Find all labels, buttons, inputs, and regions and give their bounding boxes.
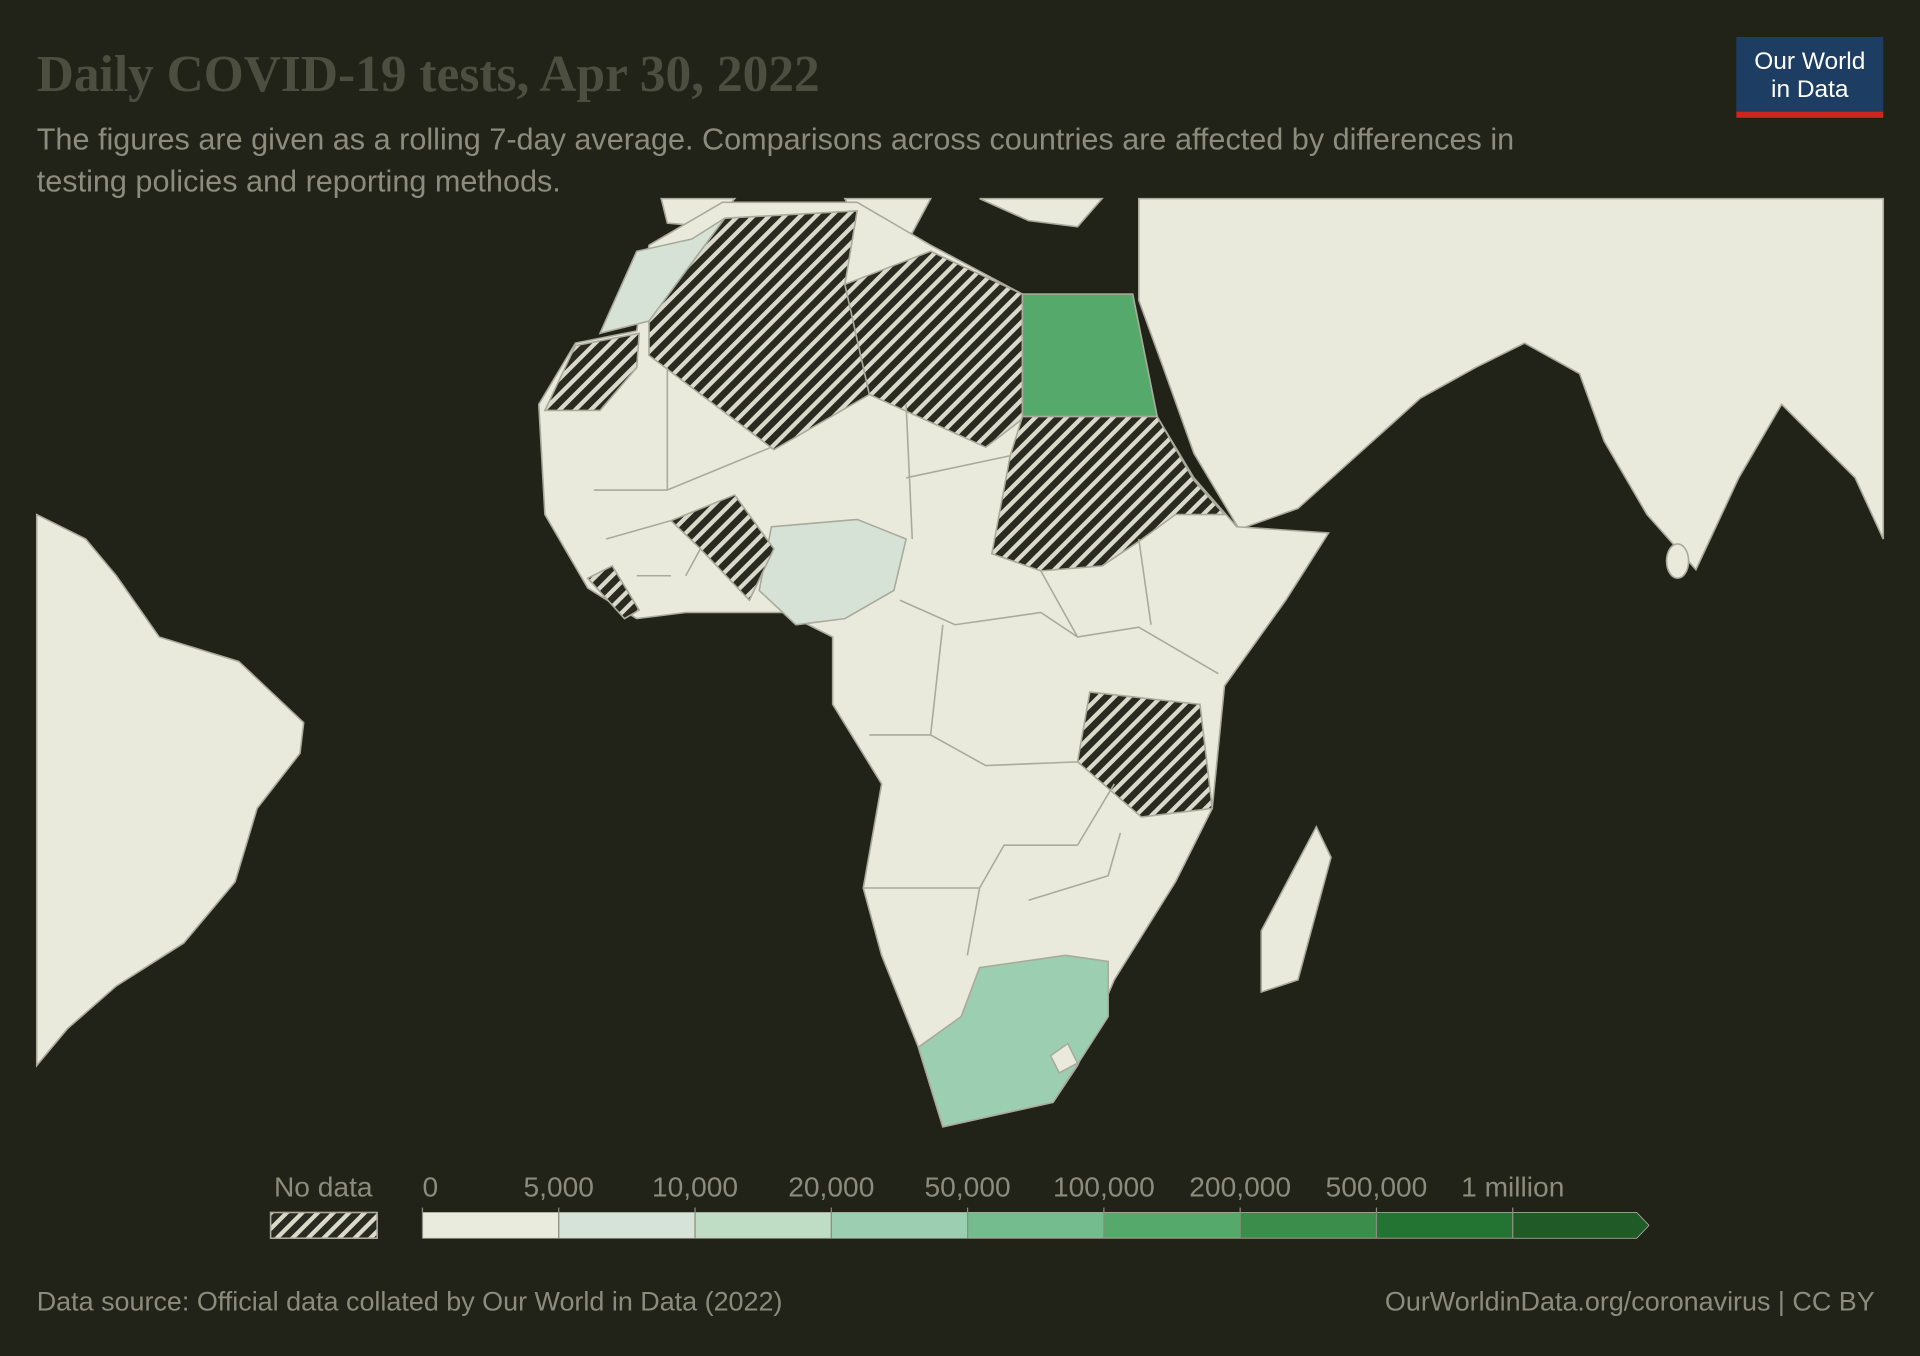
madagascar [1260,825,1332,994]
tanzania [1076,691,1214,818]
title: Daily COVID-19 tests, Apr 30, 2022 [37,46,820,103]
no-data-swatch [269,1211,378,1239]
logo-bar [1736,111,1884,118]
liberia [586,564,641,620]
subtitle: The figures are given as a rolling 7-day… [37,123,1514,157]
legend-tick-label: 200,000 [1189,1172,1291,1203]
legend-swatch [558,1212,696,1239]
subtitle: testing policies and reporting methods. [37,164,561,198]
lesotho [1049,1042,1079,1074]
sri-lanka [1665,543,1690,580]
legend-tick-label: 1 million [1461,1172,1564,1203]
no-data-label: No data [274,1172,373,1203]
legend-swatch [1103,1212,1241,1239]
legend-tick-label: 10,000 [652,1172,738,1203]
western-sahara [543,332,641,412]
logo-text: in Data [1771,76,1849,103]
source: Data source: Official data collated by O… [37,1286,783,1316]
legend-swatch [694,1212,832,1239]
legend-tick-label: 50,000 [925,1172,1011,1203]
nigeria [758,518,908,626]
legend-tick-label: 0 [422,1172,438,1203]
asia-land [1137,197,1885,572]
legend-swatch [1512,1212,1650,1239]
borders [593,367,1219,956]
url[interactable]: OurWorldinData.org/coronavirus | CC BY [1385,1286,1875,1316]
legend-swatch [1239,1212,1377,1239]
legend-tick-label: 100,000 [1053,1172,1155,1203]
legend-swatch [967,1212,1105,1239]
map [35,197,1885,1128]
legend-swatch [1376,1212,1514,1239]
logo-text: Our World [1754,48,1865,75]
legend: No data 0 5,000 10,000 20,000 50,000 100,000 2… [269,1172,1650,1239]
egypt [1021,293,1159,418]
logo-box [1736,36,1884,112]
legend-swatch [422,1212,560,1239]
legend-tick-label: 20,000 [788,1172,874,1203]
ghana-burkina [669,493,775,602]
legend-swatch [830,1212,968,1239]
morocco [598,217,726,335]
logo[interactable]: Our World in Data [1736,36,1884,118]
south-america [35,513,305,1068]
legend-tick-label: 500,000 [1326,1172,1428,1203]
legend-tick-label: 5,000 [524,1172,594,1203]
south-africa [917,954,1109,1128]
